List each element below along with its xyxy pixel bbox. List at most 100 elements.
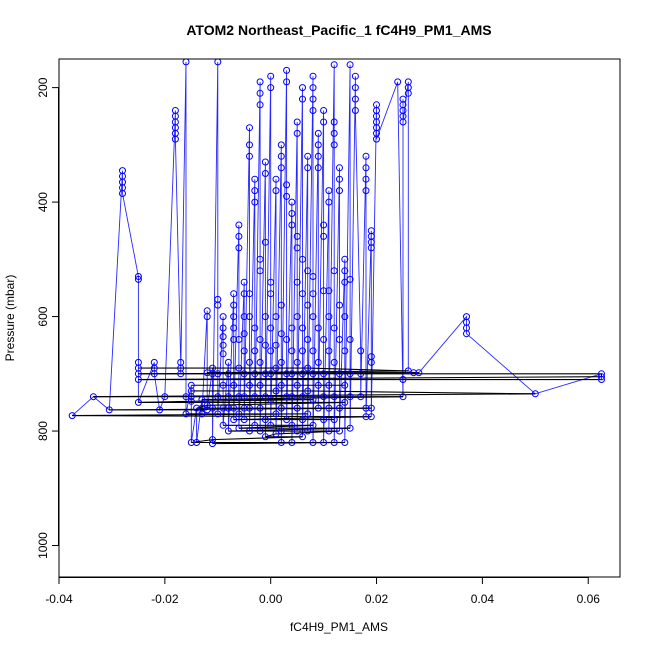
- data-point: [299, 84, 306, 92]
- data-point: [219, 313, 227, 321]
- data-point: [299, 324, 306, 332]
- data-point: [150, 370, 158, 378]
- data-point: [325, 404, 333, 412]
- data-point: [267, 421, 275, 429]
- data-point: [346, 336, 354, 343]
- data-point: [341, 267, 349, 275]
- data-point: [219, 381, 227, 389]
- data-point: [230, 313, 238, 321]
- data-point: [399, 118, 407, 126]
- data-point: [346, 393, 354, 401]
- data-point: [272, 341, 280, 349]
- data-point: [531, 390, 539, 398]
- data-point: [293, 232, 301, 240]
- data-point: [304, 164, 312, 172]
- data-point: [330, 393, 338, 401]
- data-point: [219, 324, 227, 332]
- y-tick-label: 200: [36, 77, 50, 97]
- data-point: [341, 255, 349, 263]
- data-point: [320, 416, 328, 424]
- data-point: [336, 164, 343, 172]
- data-point: [330, 267, 338, 275]
- data-point: [267, 278, 275, 286]
- data-point: [357, 347, 365, 355]
- data-point: [336, 404, 343, 412]
- data-point: [399, 376, 407, 383]
- data-point: [314, 358, 322, 366]
- data-point: [256, 89, 264, 97]
- data-point: [240, 416, 248, 424]
- data-point: [134, 275, 142, 283]
- data-point: [246, 358, 253, 366]
- data-point: [330, 129, 338, 137]
- y-tick-label: 600: [36, 306, 50, 326]
- data-point: [362, 152, 370, 160]
- data-point: [214, 393, 222, 401]
- profile-segment: [212, 436, 303, 441]
- data-point: [235, 364, 243, 372]
- data-point: [261, 416, 269, 424]
- data-point: [463, 330, 470, 338]
- data-point: [304, 267, 312, 275]
- data-point: [277, 439, 285, 446]
- data-point: [351, 95, 359, 103]
- data-point: [209, 370, 216, 378]
- data-point: [261, 313, 269, 321]
- data-point: [283, 192, 291, 200]
- data-point: [235, 424, 243, 432]
- data-point: [336, 175, 343, 183]
- data-point: [293, 358, 301, 366]
- data-point: [224, 358, 232, 366]
- x-axis-label: fC4H9_PM1_AMS: [290, 620, 388, 634]
- data-point: [330, 61, 338, 69]
- data-point: [256, 267, 264, 275]
- data-point: [267, 84, 275, 92]
- data-point: [267, 72, 275, 80]
- data-point: [256, 101, 264, 109]
- data-point: [246, 381, 253, 389]
- x-tick-label: -0.02: [151, 592, 179, 606]
- data-point: [325, 313, 333, 321]
- data-point: [240, 313, 248, 321]
- data-point: [283, 78, 291, 86]
- data-point: [119, 190, 126, 197]
- data-point: [272, 187, 280, 195]
- data-point: [134, 376, 142, 383]
- data-point: [256, 404, 264, 412]
- data-point: [293, 381, 301, 389]
- chart-title: ATOM2 Northeast_Pacific_1 fC4H9_PM1_AMS: [186, 22, 491, 38]
- data-point: [219, 350, 227, 358]
- data-point: [230, 416, 238, 424]
- data-point: [156, 406, 164, 414]
- data-layer: [68, 58, 605, 448]
- data-point: [314, 141, 322, 149]
- data-point: [415, 369, 423, 377]
- data-point: [214, 301, 222, 309]
- data-point: [362, 175, 370, 183]
- data-point: [246, 427, 253, 435]
- data-point: [325, 427, 333, 435]
- data-point: [288, 210, 296, 217]
- data-point: [68, 412, 76, 420]
- data-point: [203, 401, 211, 409]
- data-point: [299, 370, 306, 378]
- data-point: [230, 336, 238, 343]
- data-point: [246, 124, 253, 132]
- x-tick-label: 0.02: [365, 592, 389, 606]
- data-point: [251, 393, 259, 401]
- data-point: [177, 370, 185, 378]
- profile-segment: [307, 390, 536, 395]
- data-point: [320, 393, 328, 401]
- data-point: [251, 347, 259, 355]
- data-point: [235, 393, 243, 401]
- data-point: [240, 330, 248, 338]
- data-point: [288, 198, 296, 206]
- data-point: [304, 336, 312, 343]
- data-point: [288, 439, 296, 446]
- data-point: [293, 118, 301, 126]
- data-point: [105, 406, 113, 414]
- data-point: [288, 393, 296, 401]
- data-point: [240, 404, 248, 412]
- data-point: [336, 370, 343, 378]
